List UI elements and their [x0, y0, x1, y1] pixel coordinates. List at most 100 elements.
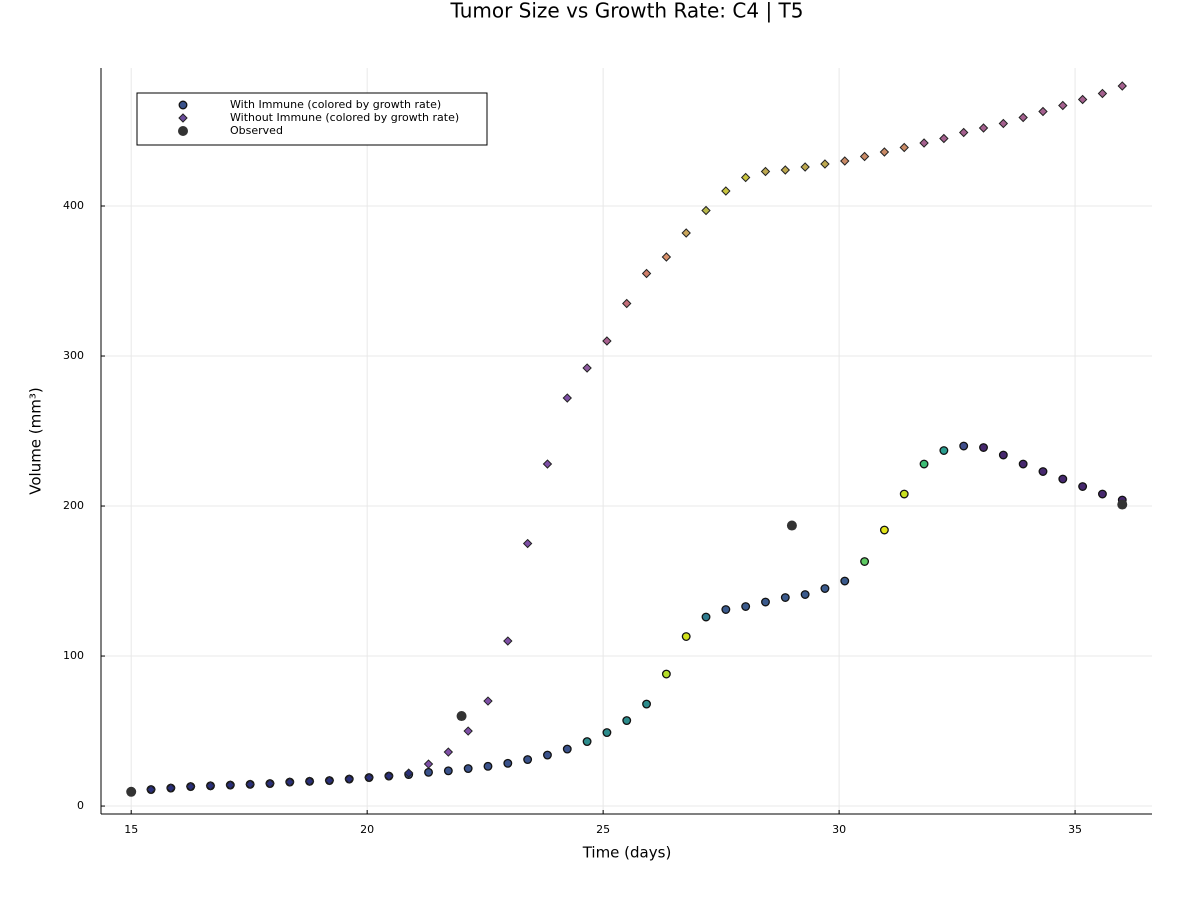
circle-point	[820, 584, 830, 593]
diamond-point	[919, 138, 929, 148]
diamond-point	[978, 123, 989, 133]
circle-point	[661, 669, 671, 679]
diamond-point	[1058, 100, 1068, 111]
circle-point	[523, 755, 533, 764]
circle-point	[780, 593, 790, 602]
diamond-point	[998, 118, 1009, 129]
x-tick-label: 15	[124, 823, 138, 836]
y-tick-label: 0	[77, 799, 84, 812]
y-tick-label: 400	[63, 199, 84, 212]
circle-point	[681, 632, 691, 641]
diamond-point	[820, 159, 830, 169]
diamond-point	[503, 636, 513, 646]
observed-point	[178, 126, 188, 136]
diamond-point	[166, 783, 176, 793]
circle-point	[800, 590, 810, 599]
y-tick-label: 200	[63, 499, 84, 512]
diamond-point	[661, 252, 672, 262]
diamond-point	[542, 459, 553, 469]
circle-point	[741, 602, 751, 611]
diamond-point	[721, 186, 731, 196]
diamond-point	[403, 768, 414, 778]
diamond-point	[1038, 106, 1048, 117]
diamond-point	[760, 166, 771, 177]
circle-point	[1018, 459, 1028, 469]
diamond-point	[1117, 81, 1127, 91]
circle-point	[642, 699, 652, 709]
diamond-point	[622, 298, 632, 309]
circle-point	[721, 605, 731, 614]
circle-point	[1097, 489, 1107, 499]
circle-point	[840, 576, 850, 586]
circle-point	[879, 525, 889, 535]
circle-point	[899, 489, 909, 499]
observed-point	[456, 711, 467, 722]
circle-point	[424, 767, 433, 777]
diamond-point	[178, 113, 188, 123]
circle-point	[622, 716, 632, 725]
circle-point	[582, 737, 592, 746]
diamond-point	[146, 784, 156, 795]
circle-point	[1078, 482, 1088, 491]
diamond-point	[304, 776, 315, 787]
observed-point	[786, 520, 797, 531]
diamond-point	[384, 771, 394, 781]
circle-point	[503, 758, 513, 768]
circle-point	[463, 764, 473, 773]
diamond-point	[364, 772, 374, 783]
circle-point	[761, 597, 770, 607]
diamond-point	[265, 778, 275, 789]
diamond-point	[740, 172, 751, 183]
diamond-point	[562, 393, 572, 403]
legend-label: With Immune (colored by growth rate)	[230, 98, 441, 111]
y-tick-label: 300	[63, 349, 84, 362]
chart-title: Tumor Size vs Growth Rate: C4 | T5	[450, 0, 804, 23]
circle-point	[483, 761, 493, 771]
circle-point	[443, 766, 453, 776]
diamond-point	[522, 538, 533, 549]
circle-point	[959, 441, 969, 451]
diamond-point	[463, 726, 473, 736]
diamond-point	[324, 775, 335, 786]
x-tick-label: 30	[832, 823, 846, 836]
circle-point	[701, 612, 711, 622]
legend-label: Without Immune (colored by growth rate)	[230, 111, 459, 124]
diamond-point	[483, 696, 493, 706]
diamond-point	[205, 781, 216, 791]
circle-point	[562, 744, 572, 754]
circle-point	[602, 728, 612, 737]
diamond-point	[641, 268, 652, 279]
circle-point	[919, 459, 929, 469]
diamond-point	[958, 127, 969, 138]
y-axis-label: Volume (mm³)	[27, 387, 45, 495]
diamond-point	[423, 759, 434, 769]
circle-point	[860, 557, 870, 566]
diamond-point	[879, 147, 890, 157]
diamond-point	[285, 777, 295, 787]
diamond-point	[800, 162, 810, 172]
diamond-point	[582, 363, 592, 373]
diamond-point	[780, 165, 791, 175]
observed-point	[1117, 499, 1128, 510]
diamond-point	[859, 151, 870, 162]
circle-point	[543, 750, 552, 760]
diamond-point	[185, 781, 196, 792]
diamond-point	[939, 133, 949, 144]
circle-point	[178, 100, 188, 110]
diamond-point	[840, 156, 850, 166]
x-tick-label: 20	[360, 823, 374, 836]
diamond-point	[1018, 112, 1028, 123]
legend-box	[136, 92, 488, 146]
circle-point	[1058, 474, 1068, 484]
diamond-point	[344, 774, 354, 784]
diamond-point	[602, 336, 612, 346]
observed-point	[126, 786, 137, 797]
diamond-point	[443, 747, 454, 757]
x-axis-label: Time (days)	[582, 844, 672, 862]
diamond-point	[1077, 94, 1088, 105]
diamond-point	[225, 780, 236, 790]
x-tick-label: 35	[1068, 823, 1082, 836]
legend-label: Observed	[230, 124, 283, 137]
